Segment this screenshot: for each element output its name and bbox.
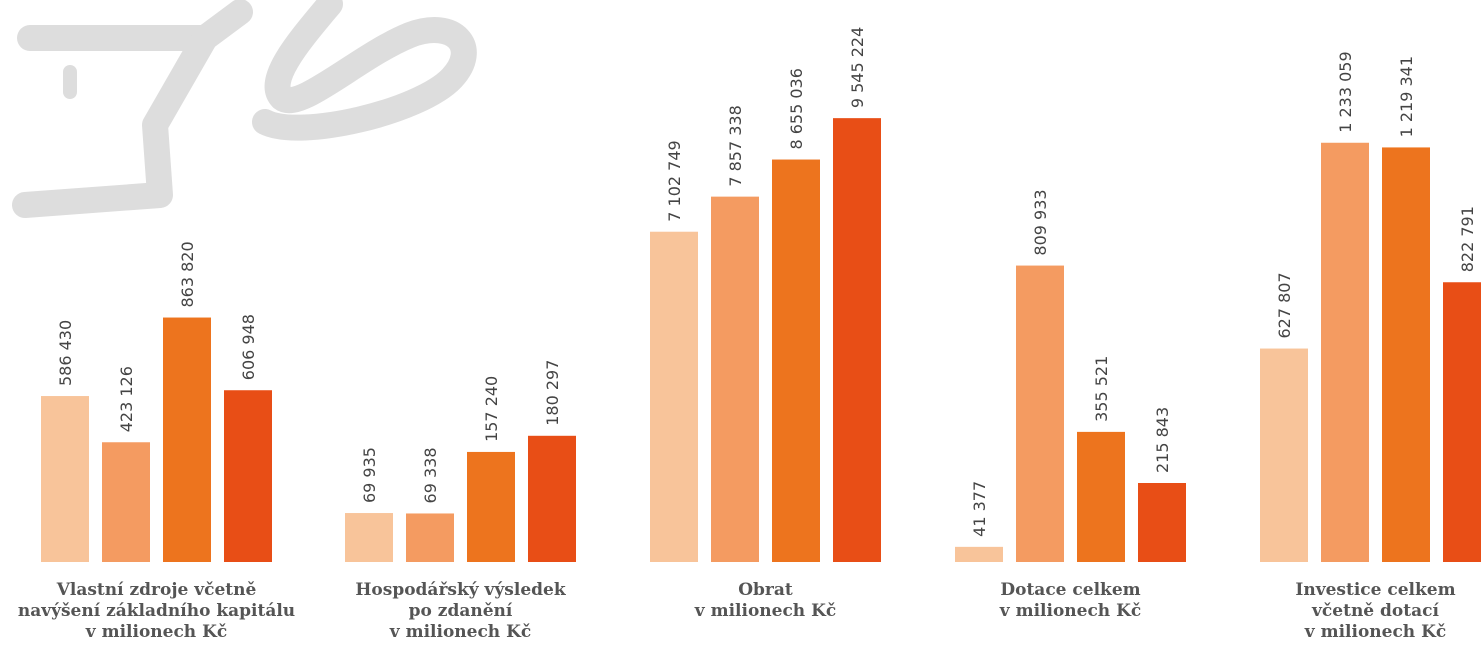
value-label-1-1: 586 430 [56, 320, 75, 386]
value-label-5-2: 1 233 059 [1336, 51, 1355, 132]
bar-3-4 [833, 118, 881, 562]
value-label-1-2: 423 126 [117, 366, 136, 432]
value-label-3-1: 7 102 749 [665, 140, 684, 221]
value-label-1-4: 606 948 [239, 314, 258, 380]
caption-line: v milionech Kč [1304, 622, 1447, 642]
caption-line: v milionech Kč [694, 601, 837, 621]
bar-5-4 [1443, 282, 1481, 562]
value-label-3-3: 8 655 036 [787, 68, 806, 149]
caption-line: Dotace celkem [1000, 580, 1141, 600]
value-label-4-2: 809 933 [1031, 189, 1050, 255]
caption-line: v milionech Kč [389, 622, 532, 642]
chart-caption-4: Dotace celkem v milionech Kč [921, 580, 1221, 622]
value-label-3-4: 9 545 224 [848, 27, 867, 108]
bar-5-3 [1382, 147, 1430, 562]
chart-caption-5: Investice celkem včetně dotací v milionech… [1226, 580, 1481, 643]
bar-2-1 [345, 513, 393, 562]
caption-line: v milionech Kč [999, 601, 1142, 621]
value-label-4-4: 215 843 [1153, 407, 1172, 473]
caption-line: Obrat [738, 580, 793, 600]
bar-4-4 [1138, 483, 1186, 562]
value-label-3-2: 7 857 338 [726, 105, 745, 186]
bar-4-2 [1016, 265, 1064, 562]
bar-2-2 [406, 513, 454, 562]
caption-line: po zdanění [408, 601, 513, 621]
chart-caption-3: Obrat v milionech Kč [616, 580, 916, 622]
value-label-1-3: 863 820 [178, 241, 197, 307]
chart-caption-1: Vlastní zdroje včetně navýšení základního… [7, 580, 307, 643]
value-label-5-4: 822 791 [1458, 206, 1477, 272]
caption-line: včetně dotací [1312, 601, 1439, 621]
chart-caption-2: Hospodářský výsledek po zdanění v milionec… [311, 580, 611, 643]
caption-line: Hospodářský výsledek [355, 580, 566, 600]
bar-1-3 [163, 317, 211, 562]
value-label-5-3: 1 219 341 [1397, 56, 1416, 137]
bar-1-4 [224, 390, 272, 562]
value-label-2-3: 157 240 [482, 376, 501, 442]
value-label-2-2: 69 338 [421, 447, 440, 503]
value-label-4-3: 355 521 [1092, 356, 1111, 422]
bar-2-3 [467, 451, 515, 562]
caption-line: Vlastní zdroje včetně [56, 580, 257, 600]
bar-3-1 [650, 231, 698, 562]
bar-2-4 [528, 435, 576, 562]
bar-5-1 [1260, 348, 1308, 562]
value-label-2-4: 180 297 [543, 360, 562, 426]
bar-4-1 [955, 546, 1003, 562]
bar-3-3 [772, 159, 820, 562]
bar-1-1 [41, 396, 89, 562]
caption-line: v milionech Kč [85, 622, 228, 642]
value-label-4-1: 41 377 [970, 481, 989, 537]
bar-1-2 [102, 442, 150, 562]
bar-5-2 [1321, 142, 1369, 562]
caption-line: navýšení základního kapitálu [17, 601, 296, 621]
value-label-2-1: 69 935 [360, 447, 379, 503]
caption-line: Investice celkem [1295, 580, 1456, 600]
bar-4-3 [1077, 431, 1125, 562]
open-hand-icon [12, 0, 477, 218]
value-label-5-1: 627 807 [1275, 272, 1294, 338]
bar-3-2 [711, 196, 759, 562]
